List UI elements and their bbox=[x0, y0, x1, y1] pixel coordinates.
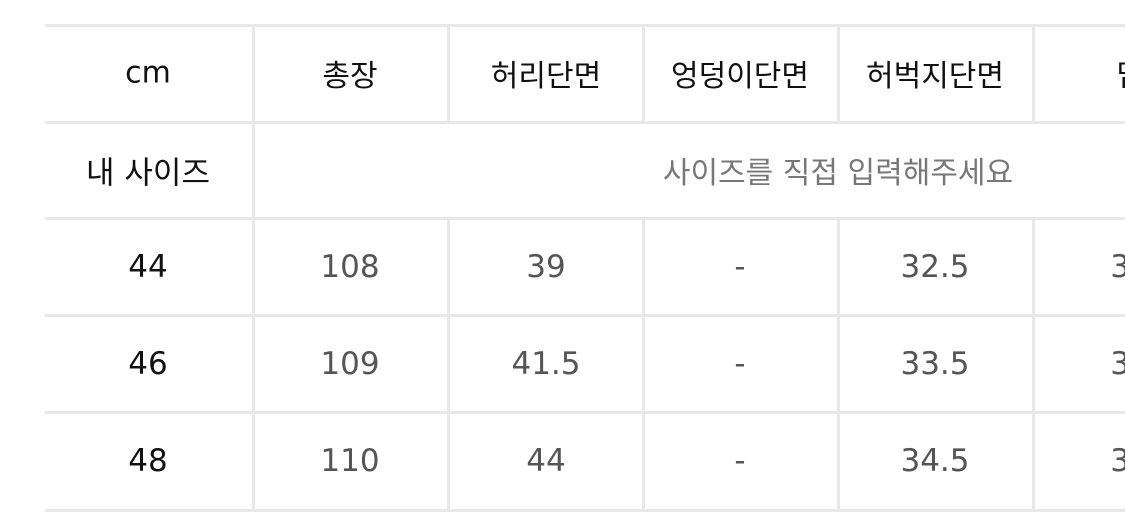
column-divider bbox=[837, 315, 840, 412]
header-cell: 허벅지단면 bbox=[866, 59, 1004, 94]
row-divider bbox=[45, 24, 1125, 27]
row-divider bbox=[45, 121, 1125, 124]
column-divider bbox=[1032, 315, 1035, 412]
column-divider bbox=[837, 218, 840, 315]
column-divider bbox=[252, 412, 255, 510]
value-cell: 32 bbox=[1110, 249, 1125, 285]
value-cell: 34 bbox=[1110, 443, 1125, 479]
column-divider bbox=[837, 412, 840, 510]
value-cell: 33 bbox=[1110, 346, 1125, 382]
column-divider bbox=[447, 25, 450, 122]
value-cell: 110 bbox=[320, 443, 380, 479]
header-cell: cm bbox=[125, 55, 171, 91]
value-cell: 109 bbox=[320, 346, 380, 382]
column-divider bbox=[642, 412, 645, 510]
column-divider bbox=[642, 218, 645, 315]
row-label: 48 bbox=[128, 443, 168, 479]
value-cell: - bbox=[734, 443, 746, 479]
row-divider bbox=[45, 509, 1125, 512]
column-divider bbox=[1032, 218, 1035, 315]
row-divider bbox=[45, 314, 1125, 317]
column-divider bbox=[447, 315, 450, 412]
column-divider bbox=[447, 412, 450, 510]
value-cell: 34.5 bbox=[900, 443, 970, 479]
column-divider bbox=[1032, 412, 1035, 510]
value-cell: - bbox=[734, 346, 746, 382]
value-cell: 108 bbox=[320, 249, 380, 285]
value-cell: - bbox=[734, 249, 746, 285]
value-cell: 32.5 bbox=[900, 249, 970, 285]
size-input-placeholder: 사이즈를 직접 입력해주세요 bbox=[662, 156, 1014, 191]
value-cell: 33.5 bbox=[900, 346, 970, 382]
header-cell: 허리단면 bbox=[490, 59, 602, 94]
column-divider bbox=[252, 315, 255, 412]
column-divider bbox=[252, 25, 255, 122]
column-divider bbox=[252, 122, 255, 218]
row-divider bbox=[45, 411, 1125, 414]
header-cell: 밑 bbox=[1116, 51, 1125, 95]
value-cell: 44 bbox=[526, 443, 566, 479]
column-divider bbox=[1032, 25, 1035, 122]
row-label: 내 사이즈 bbox=[86, 155, 210, 192]
row-label: 46 bbox=[128, 346, 168, 382]
header-cell: 총장 bbox=[322, 59, 378, 94]
value-cell: 41.5 bbox=[511, 346, 581, 382]
row-divider bbox=[45, 217, 1125, 220]
header-cell: 엉덩이단면 bbox=[671, 59, 809, 94]
column-divider bbox=[642, 25, 645, 122]
value-cell: 39 bbox=[526, 249, 566, 285]
column-divider bbox=[252, 218, 255, 315]
column-divider bbox=[447, 218, 450, 315]
column-divider bbox=[837, 25, 840, 122]
row-label: 44 bbox=[128, 249, 168, 285]
column-divider bbox=[642, 315, 645, 412]
